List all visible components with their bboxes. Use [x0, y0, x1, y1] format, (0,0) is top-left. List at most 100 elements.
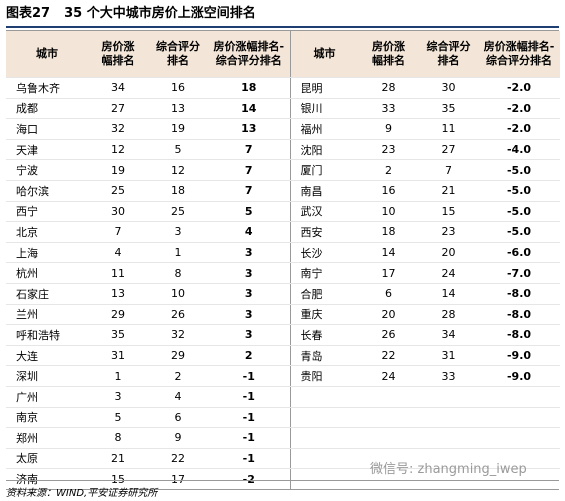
value-cell	[358, 427, 419, 449]
city-cell: 济南	[6, 468, 88, 489]
column-header: 城市	[290, 31, 359, 78]
row	[290, 447, 560, 469]
city-cell: 重庆	[290, 303, 359, 325]
city-cell	[290, 385, 359, 407]
value-cell: 23	[418, 221, 479, 243]
header-line: 城市	[313, 47, 336, 60]
header-line: 房价涨幅排名-	[213, 40, 285, 53]
value-cell: -2	[208, 468, 290, 489]
value-cell: 7	[208, 159, 290, 181]
row: 重庆 20 28 -8.0	[290, 303, 560, 325]
row	[290, 385, 560, 407]
value-cell: 4	[208, 221, 290, 243]
value-cell	[478, 427, 560, 449]
row: 郑州 8 9 -1	[6, 427, 290, 449]
value-cell: 35	[418, 97, 479, 119]
value-cell: 27	[88, 97, 148, 119]
city-cell: 杭州	[6, 262, 88, 284]
value-cell: 28	[358, 77, 419, 99]
value-cell	[478, 406, 560, 428]
value-cell: 32	[88, 118, 148, 140]
row: 武汉 10 15 -5.0	[290, 200, 560, 222]
city-cell: 武汉	[290, 200, 359, 222]
value-cell: 7	[88, 221, 148, 243]
city-cell: 成都	[6, 97, 88, 119]
left-table: 城市 房价涨 幅排名 综合评分 排名 房价涨幅排名- 综合评分排名 乌鲁木齐 34 16 18 成都 2…	[6, 31, 291, 489]
value-cell: 24	[358, 365, 419, 387]
city-cell: 太原	[6, 447, 88, 469]
row	[290, 427, 560, 449]
column-header: 房价涨幅排名- 综合评分排名	[478, 31, 560, 78]
value-cell: 27	[418, 138, 479, 160]
header-line: 房价涨幅排名-	[483, 40, 555, 53]
value-cell	[418, 406, 479, 428]
value-cell: 3	[88, 385, 148, 407]
value-cell	[358, 468, 419, 489]
value-cell: -8.0	[478, 324, 560, 346]
city-cell: 银川	[290, 97, 359, 119]
value-cell: 2	[148, 365, 208, 387]
value-cell: 11	[88, 262, 148, 284]
header-line: 综合评分排名	[215, 54, 282, 67]
column-header: 城市	[6, 31, 88, 78]
row: 太原 21 22 -1	[6, 447, 290, 469]
value-cell: -1	[208, 365, 290, 387]
city-cell: 上海	[6, 241, 88, 263]
value-cell: 14	[358, 241, 419, 263]
value-cell: 24	[418, 262, 479, 284]
value-cell: 30	[88, 200, 148, 222]
city-cell: 大连	[6, 344, 88, 366]
value-cell: -1	[208, 447, 290, 469]
value-cell: 3	[208, 324, 290, 346]
value-cell: 6	[358, 282, 419, 305]
value-cell: 3	[208, 262, 290, 284]
value-cell: 13	[208, 118, 290, 140]
value-cell: -9.0	[478, 365, 560, 387]
value-cell: 19	[88, 159, 148, 181]
value-cell: 14	[208, 97, 290, 119]
header-line: 幅排名	[101, 54, 135, 67]
city-cell: 厦门	[290, 159, 359, 181]
value-cell: 8	[148, 262, 208, 284]
value-cell: -2.0	[478, 77, 560, 99]
value-cell	[418, 447, 479, 469]
city-cell: 南京	[6, 406, 88, 428]
row: 沈阳 23 27 -4.0	[290, 138, 560, 160]
value-cell: -1	[208, 427, 290, 449]
value-cell	[478, 385, 560, 407]
value-cell: 28	[418, 303, 479, 325]
header-line: 综合评分排名	[486, 54, 552, 67]
row: 石家庄 13 10 3	[6, 282, 290, 305]
value-cell: 5	[148, 138, 208, 160]
city-cell: 合肥	[290, 282, 359, 305]
value-cell	[418, 427, 479, 449]
title-text: 35 个大中城市房价上涨空间排名	[64, 6, 256, 21]
city-cell: 南宁	[290, 262, 359, 284]
value-cell: 7	[208, 179, 290, 202]
row: 深圳 1 2 -1	[6, 365, 290, 387]
row: 呼和浩特 35 32 3	[6, 324, 290, 346]
value-cell: 6	[148, 406, 208, 428]
city-cell: 哈尔滨	[6, 179, 88, 202]
source: 资料来源：WIND,平安证券研究所	[6, 480, 559, 499]
row: 长春 26 34 -8.0	[290, 324, 560, 346]
value-cell: 15	[88, 468, 148, 489]
row: 南昌 16 21 -5.0	[290, 179, 560, 202]
value-cell: 14	[418, 282, 479, 305]
value-cell: -7.0	[478, 262, 560, 284]
value-cell: 13	[88, 282, 148, 305]
city-cell: 天津	[6, 138, 88, 160]
value-cell: 5	[88, 406, 148, 428]
value-cell: 21	[418, 179, 479, 202]
value-cell: 5	[208, 200, 290, 222]
city-cell: 青岛	[290, 344, 359, 366]
value-cell: 25	[88, 179, 148, 202]
city-cell: 北京	[6, 221, 88, 243]
value-cell: 17	[358, 262, 419, 284]
row: 济南 15 17 -2	[6, 468, 290, 489]
header-line: 综合评分	[156, 40, 200, 53]
value-cell: 9	[358, 118, 419, 140]
row: 宁波 19 12 7	[6, 159, 290, 181]
row: 哈尔滨 25 18 7	[6, 179, 290, 202]
